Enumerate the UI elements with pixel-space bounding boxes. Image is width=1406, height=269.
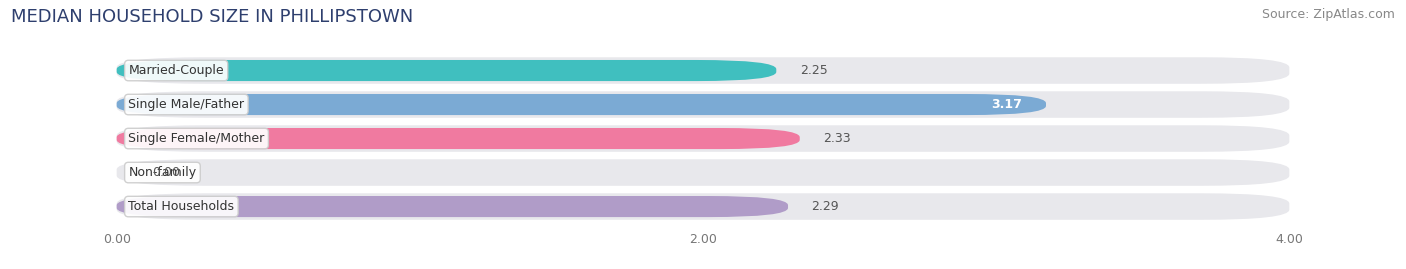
- FancyBboxPatch shape: [117, 193, 1289, 220]
- FancyBboxPatch shape: [117, 128, 800, 149]
- Text: Single Female/Mother: Single Female/Mother: [128, 132, 264, 145]
- FancyBboxPatch shape: [117, 159, 1289, 186]
- FancyBboxPatch shape: [117, 125, 1289, 152]
- FancyBboxPatch shape: [117, 60, 776, 81]
- Text: 3.17: 3.17: [991, 98, 1022, 111]
- FancyBboxPatch shape: [117, 57, 1289, 84]
- FancyBboxPatch shape: [117, 94, 1046, 115]
- Text: 2.33: 2.33: [823, 132, 851, 145]
- Text: Married-Couple: Married-Couple: [128, 64, 224, 77]
- Text: Total Households: Total Households: [128, 200, 235, 213]
- Text: 0.00: 0.00: [152, 166, 180, 179]
- Text: MEDIAN HOUSEHOLD SIZE IN PHILLIPSTOWN: MEDIAN HOUSEHOLD SIZE IN PHILLIPSTOWN: [11, 8, 413, 26]
- Text: 2.29: 2.29: [811, 200, 839, 213]
- Text: Source: ZipAtlas.com: Source: ZipAtlas.com: [1261, 8, 1395, 21]
- FancyBboxPatch shape: [117, 196, 787, 217]
- Text: 2.25: 2.25: [800, 64, 828, 77]
- Text: Single Male/Father: Single Male/Father: [128, 98, 245, 111]
- FancyBboxPatch shape: [117, 91, 1289, 118]
- Text: Non-family: Non-family: [128, 166, 197, 179]
